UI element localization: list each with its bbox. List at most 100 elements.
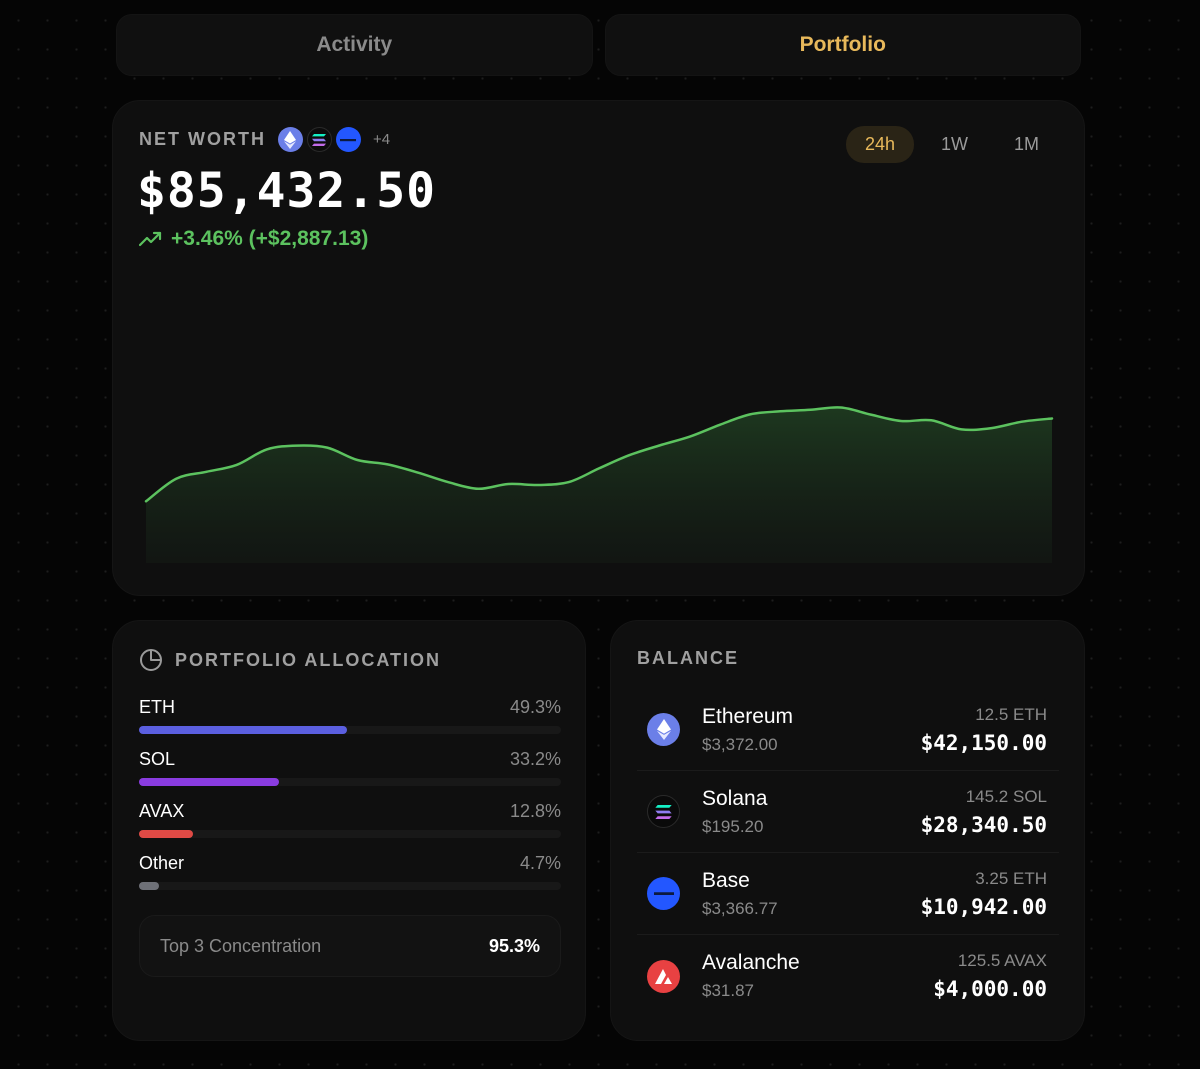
- balance-token-amount: 3.25 ETH: [975, 868, 1047, 888]
- solana-icon: [647, 795, 680, 828]
- solana-icon: [306, 127, 332, 152]
- allocation-bar-track: [139, 778, 561, 786]
- balance-amounts: 3.25 ETH $10,942.00: [921, 869, 1047, 919]
- chart-point: [990, 427, 993, 430]
- chart-point: [447, 481, 449, 484]
- allocation-row: SOL 33.2%: [139, 749, 561, 801]
- pie-chart-icon: [140, 649, 162, 671]
- base-icon: [335, 127, 361, 152]
- balance-row[interactable]: Avalanche $31.87 125.5 AVAX $4,000.00: [637, 935, 1059, 1017]
- balance-usd-value: $42,150.00: [920, 730, 1047, 755]
- concentration-label: Top 3 Concentration: [160, 935, 322, 956]
- net-worth-value: $85,432.50: [137, 163, 436, 219]
- allocation-asset-name: ETH: [139, 697, 175, 717]
- chart-point: [900, 420, 902, 422]
- chart-point: [869, 413, 872, 416]
- more-chains-count[interactable]: +4: [372, 131, 391, 148]
- chart-point: [356, 459, 359, 461]
- chart-point: [749, 413, 751, 416]
- chart-point: [145, 500, 147, 503]
- chart-point: [567, 481, 570, 484]
- balance-token-amount: 125.5 AVAX: [957, 951, 1047, 970]
- balance-row[interactable]: Ethereum $3,372.00 12.5 ETH $42,150.00: [637, 689, 1059, 771]
- chart-point: [265, 448, 268, 451]
- allocation-asset-name: AVAX: [139, 801, 185, 821]
- allocation-asset-name: SOL: [139, 749, 176, 769]
- ethereum-icon: [647, 713, 680, 746]
- net-worth-header: NET WORTH +4: [139, 127, 390, 152]
- balance-asset-price: $31.87: [702, 981, 754, 1000]
- chart-point: [960, 428, 963, 431]
- concentration-summary: Top 3 Concentration 95.3%: [139, 915, 561, 977]
- allocation-bar-fill: [139, 726, 348, 734]
- chart-point: [205, 470, 208, 473]
- chart-point: [1051, 417, 1053, 420]
- balance-token-amount: 12.5 ETH: [975, 704, 1047, 724]
- chart-point: [296, 444, 298, 447]
- balance-asset-price: $3,372.00: [702, 734, 778, 754]
- allocation-bar-fill: [139, 882, 159, 890]
- balance-card: BALANCE Ethereum $3,372.00 12.5 ETH $42,150…: [610, 620, 1085, 1041]
- view-tabs: Activity Portfolio: [116, 14, 1081, 76]
- range-24h[interactable]: 24h: [845, 126, 914, 163]
- allocation-header: PORTFOLIO ALLOCATION: [139, 648, 441, 672]
- net-worth-card: NET WORTH +4 $85,432.50 +3.46% (+$2,887.…: [112, 100, 1085, 596]
- net-worth-chart: [144, 406, 1054, 563]
- balance-row[interactable]: Base $3,366.77 3.25 ETH $10,942.00: [637, 853, 1059, 935]
- balance-usd-value: $10,942.00: [920, 894, 1047, 919]
- allocation-list: ETH 49.3% SOL 33.2% AVAX 12.8% Other 4.7%: [139, 697, 561, 905]
- balance-asset-name: Ethereum: [702, 704, 794, 728]
- allocation-percent: 4.7%: [519, 853, 561, 873]
- net-worth-change-text: +3.46% (+$2,887.13): [171, 227, 369, 250]
- chart-point: [598, 467, 600, 470]
- chart-point: [326, 446, 329, 449]
- chart-point: [809, 408, 812, 411]
- trending-up-icon: [139, 231, 162, 247]
- balance-amounts: 12.5 ETH $42,150.00: [921, 705, 1047, 755]
- balance-asset-info: Solana $195.20: [702, 787, 767, 837]
- tab-activity[interactable]: Activity: [116, 14, 593, 76]
- chart-point: [1020, 420, 1023, 423]
- allocation-asset-name: Other: [139, 853, 185, 873]
- chain-icons: [277, 127, 361, 152]
- chart-point: [416, 471, 419, 474]
- balance-asset-info: Avalanche $31.87: [702, 951, 800, 1001]
- chart-area-fill: [146, 407, 1052, 563]
- allocation-percent: 12.8%: [509, 801, 561, 821]
- balance-asset-price: $3,366.77: [702, 898, 778, 918]
- balance-asset-info: Ethereum $3,372.00: [702, 705, 793, 755]
- tab-portfolio[interactable]: Portfolio: [604, 14, 1081, 76]
- balance-asset-price: $195.20: [702, 816, 764, 836]
- chart-point: [930, 419, 933, 422]
- allocation-row: AVAX 12.8%: [139, 801, 561, 853]
- chart-point: [658, 444, 661, 447]
- balance-list: Ethereum $3,372.00 12.5 ETH $42,150.00 Solan…: [637, 689, 1059, 1017]
- range-1m[interactable]: 1M: [1013, 134, 1039, 154]
- chart-point: [175, 477, 178, 480]
- chart-point: [235, 463, 238, 466]
- chart-point: [628, 454, 631, 457]
- time-range-selector: 24h 1W 1M: [845, 126, 1058, 163]
- balance-usd-value: $4,000.00: [933, 977, 1047, 1001]
- concentration-value: 95.3%: [488, 935, 540, 956]
- allocation-percent: 33.2%: [509, 749, 561, 769]
- chart-point: [718, 423, 721, 426]
- balance-title: BALANCE: [637, 648, 739, 668]
- allocation-row: Other 4.7%: [139, 853, 561, 905]
- net-worth-change: +3.46% (+$2,887.13): [139, 227, 368, 251]
- balance-asset-name: Base: [702, 868, 750, 892]
- chart-point: [477, 487, 480, 490]
- chart-point: [839, 406, 842, 409]
- balance-token-amount: 145.2 SOL: [965, 786, 1047, 806]
- allocation-title: PORTFOLIO ALLOCATION: [175, 649, 441, 670]
- base-icon: [647, 877, 680, 910]
- balance-asset-name: Avalanche: [702, 951, 800, 974]
- balance-row[interactable]: Solana $195.20 145.2 SOL $28,340.50: [637, 771, 1059, 853]
- balance-usd-value: $28,340.50: [920, 812, 1047, 837]
- range-1w[interactable]: 1W: [940, 134, 968, 154]
- portfolio-allocation-card: PORTFOLIO ALLOCATION ETH 49.3% SOL 33.2% AVA…: [112, 620, 586, 1041]
- allocation-bar-track: [139, 726, 561, 734]
- chart-point: [507, 483, 510, 485]
- chart-point: [688, 435, 691, 438]
- balance-asset-info: Base $3,366.77: [702, 869, 778, 919]
